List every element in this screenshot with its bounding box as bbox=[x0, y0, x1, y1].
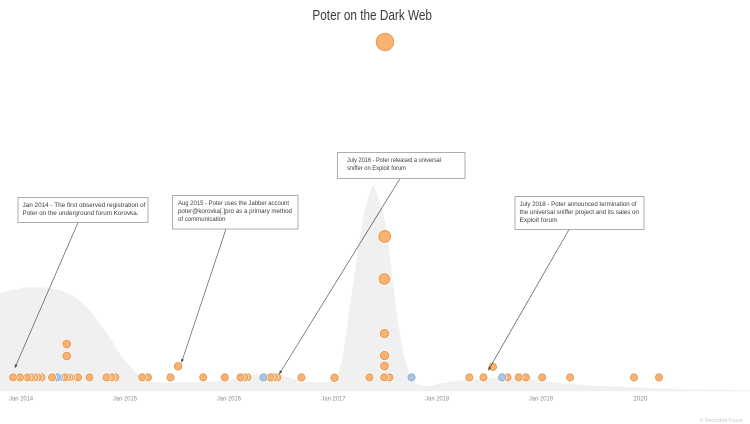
svg-text:poter@korovka[.]pro as a prima: poter@korovka[.]pro as a primary method bbox=[178, 208, 292, 215]
svg-text:Exploit forum: Exploit forum bbox=[520, 217, 558, 224]
svg-text:Jan 2016: Jan 2016 bbox=[217, 396, 241, 403]
svg-text:Aug 2015 - Poter uses the Jabb: Aug 2015 - Poter uses the Jabber account bbox=[178, 200, 289, 207]
svg-text:the universal sniffer project: the universal sniffer project and its sa… bbox=[520, 209, 640, 216]
svg-text:Jan 2014: Jan 2014 bbox=[9, 396, 33, 403]
svg-text:Poter on the Dark Web: Poter on the Dark Web bbox=[312, 8, 432, 24]
svg-text:July 2018 - Poter announced te: July 2018 - Poter announced termination … bbox=[520, 201, 637, 208]
svg-text:2020: 2020 bbox=[633, 396, 648, 403]
svg-text:July 2016 - Poter released a u: July 2016 - Poter released a universal bbox=[347, 157, 441, 164]
svg-text:of communication: of communication bbox=[178, 216, 226, 223]
svg-text:sniffer on Exploit forum: sniffer on Exploit forum bbox=[347, 165, 406, 172]
svg-text:Jan 2017: Jan 2017 bbox=[322, 396, 346, 403]
svg-text:© Recorded Future: © Recorded Future bbox=[700, 417, 743, 424]
svg-text:Poter on the underground forum: Poter on the underground forum Korovka. bbox=[23, 210, 139, 217]
svg-text:Jan 2018: Jan 2018 bbox=[425, 396, 449, 403]
svg-text:Jan 2015: Jan 2015 bbox=[113, 396, 137, 403]
svg-text:Jan 2014 - The first observed: Jan 2014 - The first observed registrati… bbox=[23, 202, 146, 209]
svg-text:Jan 2019: Jan 2019 bbox=[529, 396, 553, 403]
